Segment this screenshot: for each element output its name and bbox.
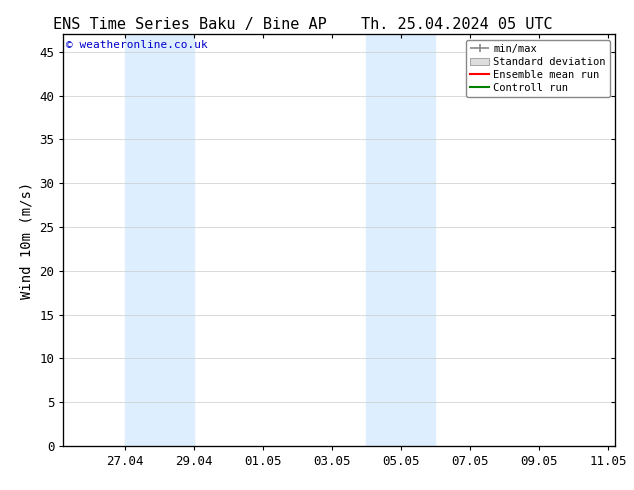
- Legend: min/max, Standard deviation, Ensemble mean run, Controll run: min/max, Standard deviation, Ensemble me…: [466, 40, 610, 97]
- Text: © weatheronline.co.uk: © weatheronline.co.uk: [66, 41, 208, 50]
- Text: ENS Time Series Baku / Bine AP: ENS Time Series Baku / Bine AP: [53, 17, 327, 32]
- Bar: [125, 34, 194, 446]
- Y-axis label: Wind 10m (m/s): Wind 10m (m/s): [20, 181, 34, 299]
- Text: Th. 25.04.2024 05 UTC: Th. 25.04.2024 05 UTC: [361, 17, 552, 32]
- Bar: [366, 34, 436, 446]
